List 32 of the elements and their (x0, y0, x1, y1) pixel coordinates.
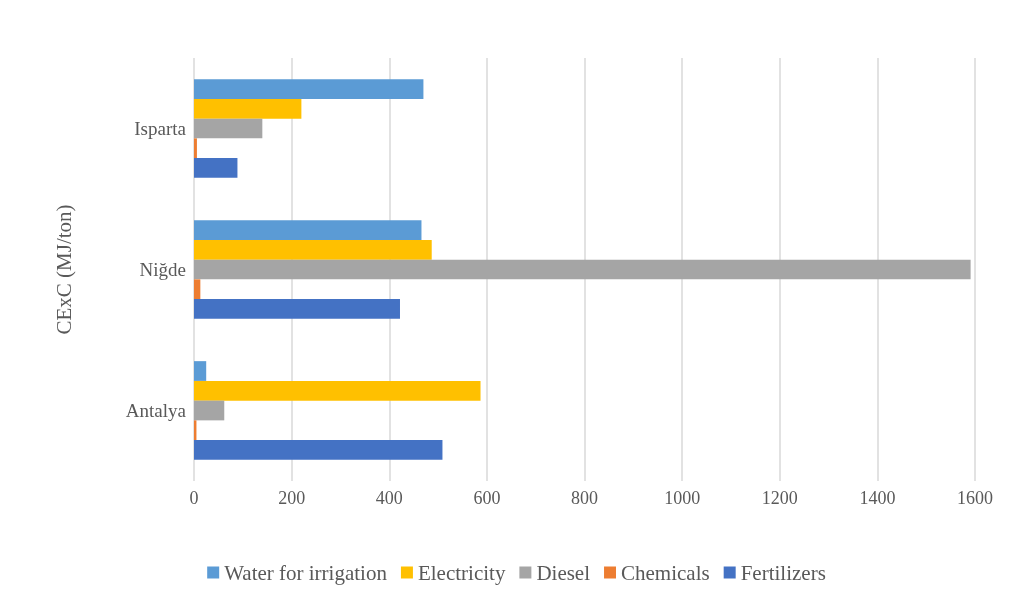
bar (194, 79, 424, 99)
bar (194, 138, 197, 159)
legend-label: Diesel (536, 560, 591, 585)
legend-label: Electricity (417, 560, 506, 585)
bar (194, 279, 201, 300)
legend-label: Chemicals (621, 560, 710, 585)
bar (194, 118, 263, 139)
bar (194, 380, 481, 401)
bar (194, 220, 422, 240)
bar (194, 158, 238, 178)
x-tick-label: 1200 (761, 488, 798, 508)
bar (194, 400, 225, 421)
x-tick-label: 0 (189, 488, 199, 508)
bar (194, 239, 432, 260)
x-tick-label: 800 (571, 488, 598, 508)
y-tick-label: Antalya (125, 400, 187, 421)
x-tick-label: 1400 (859, 488, 896, 508)
bar (194, 361, 207, 381)
y-tick-label: Isparta (134, 118, 187, 139)
x-tick-label: 1000 (664, 488, 701, 508)
legend-label: Fertilizers (740, 560, 826, 585)
x-tick-label: 600 (473, 488, 501, 508)
bar (194, 98, 302, 119)
legend-label: Water for irrigation (224, 560, 388, 585)
y-tick-label: Niğde (139, 259, 186, 280)
x-tick-label: 400 (375, 488, 403, 508)
y-axis-title: CExC (MJ/ton) (51, 204, 76, 335)
bar (194, 259, 971, 280)
x-tick-label: 1600 (957, 488, 993, 508)
bar (194, 440, 443, 460)
bar (194, 299, 400, 319)
x-tick-label: 200 (278, 488, 306, 508)
